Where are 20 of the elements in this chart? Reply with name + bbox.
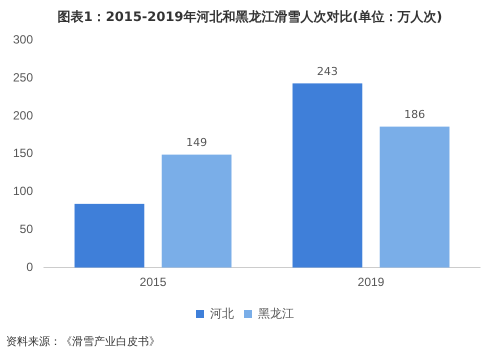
data-label: 186 (404, 108, 426, 121)
legend-label: 河北 (210, 306, 234, 320)
y-tick-label: 100 (12, 184, 34, 198)
x-tick-label: 2015 (140, 275, 167, 290)
y-tick-label: 50 (20, 222, 34, 236)
y-tick-label: 0 (26, 260, 34, 274)
y-tick-label: 200 (12, 108, 34, 122)
bar (74, 204, 144, 268)
y-tick-label: 150 (12, 146, 34, 160)
y-tick-label: 300 (12, 32, 34, 47)
data-label: 243 (316, 64, 338, 78)
data-label: 149 (186, 136, 208, 150)
bar (292, 83, 362, 268)
chart-title: 图表1：2015-2019年河北和黑龙江滑雪人次对比(单位：万人次) (56, 9, 444, 27)
y-tick-label: 250 (12, 70, 34, 84)
text: 资料来源：《滑雪产业白皮书》 (6, 334, 160, 349)
bar (380, 126, 450, 268)
x-tick-label: 2019 (358, 275, 385, 290)
bar (162, 154, 232, 268)
legend-label: 黑龙江 (258, 306, 294, 320)
